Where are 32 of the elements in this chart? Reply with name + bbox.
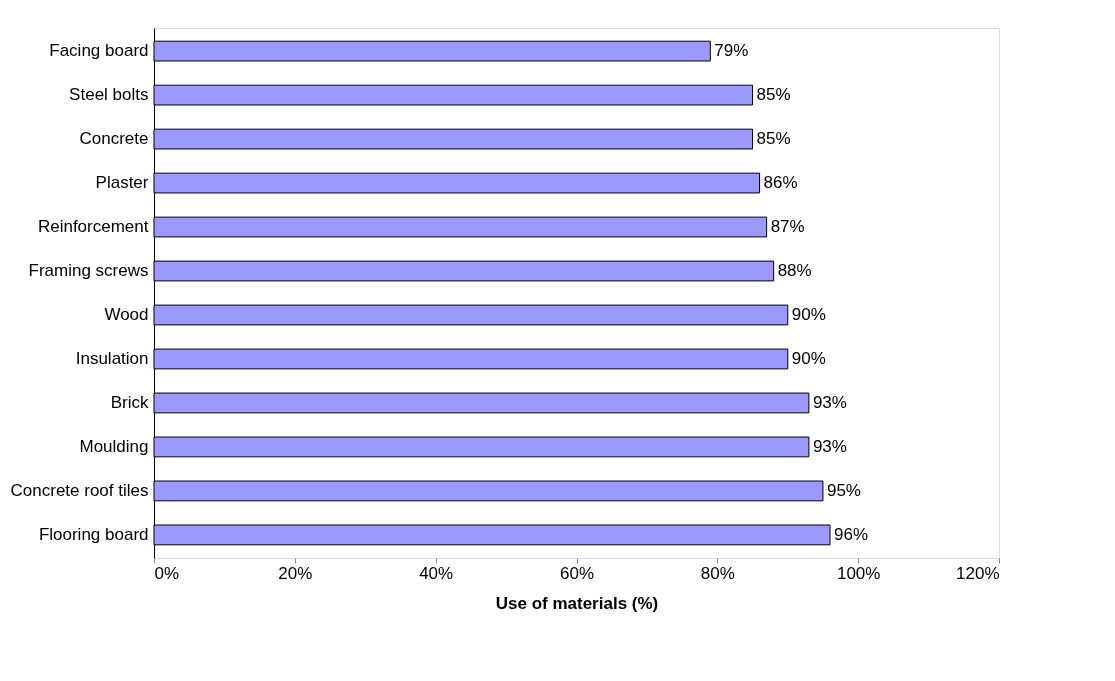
- y-tick-label: Concrete: [79, 129, 149, 149]
- data-label: 86%: [763, 173, 798, 193]
- x-tick-label: 80%: [700, 563, 735, 583]
- data-label: 93%: [812, 436, 847, 456]
- data-label: 88%: [777, 261, 812, 281]
- x-tick-label: 100%: [836, 563, 881, 583]
- x-axis-title: Use of materials (%): [495, 593, 659, 613]
- y-tick-label: Brick: [110, 392, 149, 412]
- y-tick-label: Moulding: [79, 436, 149, 456]
- x-tick-label: 60%: [559, 563, 595, 583]
- y-tick-label: Framing screws: [28, 261, 149, 281]
- x-tick-label: 0%: [154, 563, 180, 583]
- x-tick-label: 40%: [419, 563, 454, 583]
- data-label: 87%: [770, 217, 805, 237]
- data-label: 96%: [834, 524, 869, 544]
- y-tick-label: Flooring board: [38, 524, 149, 544]
- y-tick-label: Insulation: [75, 348, 149, 368]
- data-label: 90%: [791, 348, 826, 368]
- y-tick-label: Steel bolts: [69, 85, 149, 105]
- y-tick-label: Facing board: [49, 41, 149, 61]
- y-tick-label: Concrete roof tiles: [10, 480, 149, 500]
- x-tick-label: 120%: [956, 563, 1000, 583]
- y-tick-label: Plaster: [95, 173, 149, 193]
- data-label: 85%: [756, 85, 791, 105]
- data-label: 93%: [812, 392, 847, 412]
- y-tick-label: Reinforcement: [37, 217, 149, 237]
- y-tick-label: Wood: [104, 304, 149, 324]
- data-label: 85%: [756, 129, 791, 149]
- data-label: 79%: [714, 41, 749, 61]
- x-tick-label: 20%: [278, 563, 313, 583]
- data-label: 90%: [791, 304, 826, 324]
- data-label: 95%: [826, 480, 861, 500]
